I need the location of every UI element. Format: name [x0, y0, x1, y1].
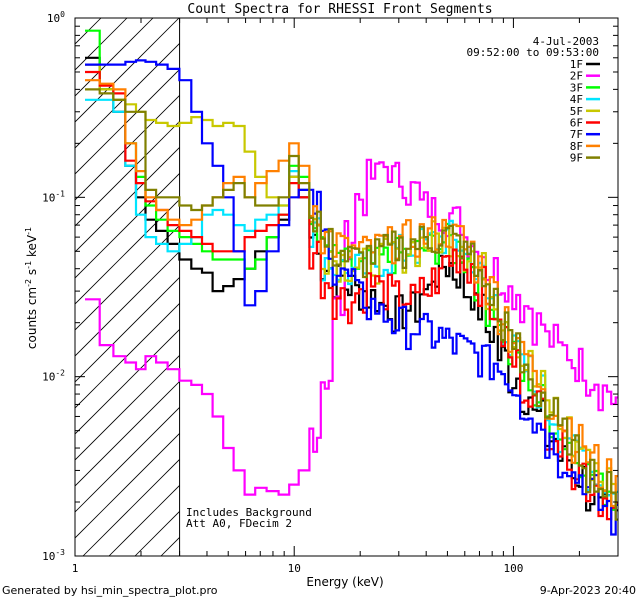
footer-timestamp: 9-Apr-2023 20:40	[539, 584, 636, 597]
hatch-line	[75, 120, 180, 227]
hatch-line	[75, 380, 180, 487]
annotation-attenuator: Att A0, FDecim 2	[186, 517, 292, 530]
hatch-line	[75, 42, 180, 149]
y-tick-label: 10-2	[42, 369, 65, 384]
y-tick-label: 100	[47, 10, 65, 25]
legend-label-2F: 2F	[570, 70, 583, 83]
hatch-line	[75, 198, 180, 305]
hatch-line	[75, 18, 154, 97]
legend-time-range: 09:52:00 to 09:53:00	[467, 46, 599, 59]
legend-label-7F: 7F	[570, 128, 583, 141]
legend-label-6F: 6F	[570, 117, 583, 130]
series-line-7F	[85, 59, 618, 536]
legend-label-5F: 5F	[570, 105, 583, 118]
legend-date: 4-Jul-2003	[533, 35, 599, 48]
legend-label-9F: 9F	[570, 152, 583, 165]
series-line-2F	[85, 158, 618, 496]
y-axis-label-base: counts cm	[25, 287, 39, 349]
hatch-line	[75, 250, 180, 357]
chart-title: Count Spectra for RHESSI Front Segments	[187, 2, 492, 17]
x-axis-label: Energy (keV)	[306, 575, 383, 589]
series-line-1F	[85, 56, 618, 512]
y-tick-label: 10-1	[42, 189, 65, 204]
legend-label-1F: 1F	[570, 58, 583, 71]
hatch-line	[75, 18, 180, 123]
hatch-line	[75, 432, 180, 539]
hatch-line	[75, 18, 128, 71]
hatch-line	[75, 224, 180, 331]
x-tick-label: 100	[503, 562, 523, 575]
hatch-line	[75, 68, 180, 175]
footer-generated-by: Generated by hsi_min_spectra_plot.pro	[2, 584, 218, 597]
legend-label-8F: 8F	[570, 140, 583, 153]
hatch-line	[75, 172, 180, 279]
hatch-line	[75, 406, 180, 513]
hatch-line	[75, 94, 180, 201]
legend-label-4F: 4F	[570, 93, 583, 106]
x-tick-label: 10	[288, 562, 301, 575]
series-line-9F	[85, 88, 618, 521]
y-axis-label: counts cm-2 s-1 keV-1	[24, 227, 39, 349]
y-tick-label: 10-3	[42, 548, 65, 563]
hatch-line	[75, 146, 180, 253]
plot-frame	[74, 17, 619, 557]
annotation-background: Includes Background	[186, 506, 312, 519]
hatched-region	[75, 18, 181, 556]
legend-label-3F: 3F	[570, 81, 583, 94]
hatch-line	[75, 276, 180, 383]
series-line-6F	[85, 70, 618, 521]
x-tick-label: 1	[72, 562, 79, 575]
hatch-line	[82, 458, 180, 556]
